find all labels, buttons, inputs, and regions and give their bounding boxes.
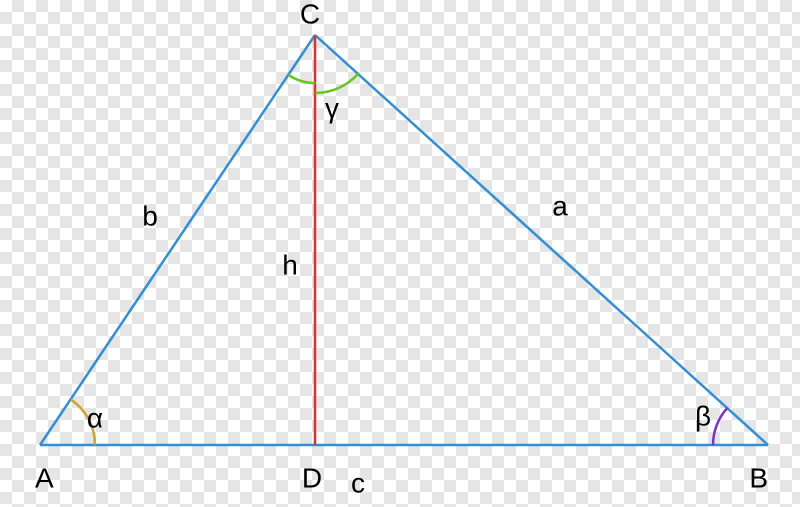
vertex-label-B: B	[749, 462, 768, 493]
side-label-a: a	[552, 190, 568, 221]
altitude-label-h: h	[282, 249, 298, 280]
angle-arc-gamma-left	[288, 75, 315, 83]
vertex-label-C: C	[300, 0, 320, 29]
angle-label-gamma: γ	[325, 92, 339, 123]
angle-arc-beta	[713, 408, 727, 445]
side-b-AC	[40, 35, 315, 445]
side-label-b: b	[142, 200, 158, 231]
vertex-label-A: A	[35, 462, 54, 493]
triangle-diagram: A B C D a b c h α β γ	[0, 0, 800, 507]
angle-arc-gamma-right	[315, 74, 358, 93]
side-a-BC	[315, 35, 768, 445]
angle-label-beta: β	[695, 400, 711, 431]
diagram-canvas: A B C D a b c h α β γ	[0, 0, 800, 507]
side-label-c: c	[351, 467, 365, 498]
foot-label-D: D	[302, 462, 322, 493]
angle-label-alpha: α	[87, 402, 103, 433]
